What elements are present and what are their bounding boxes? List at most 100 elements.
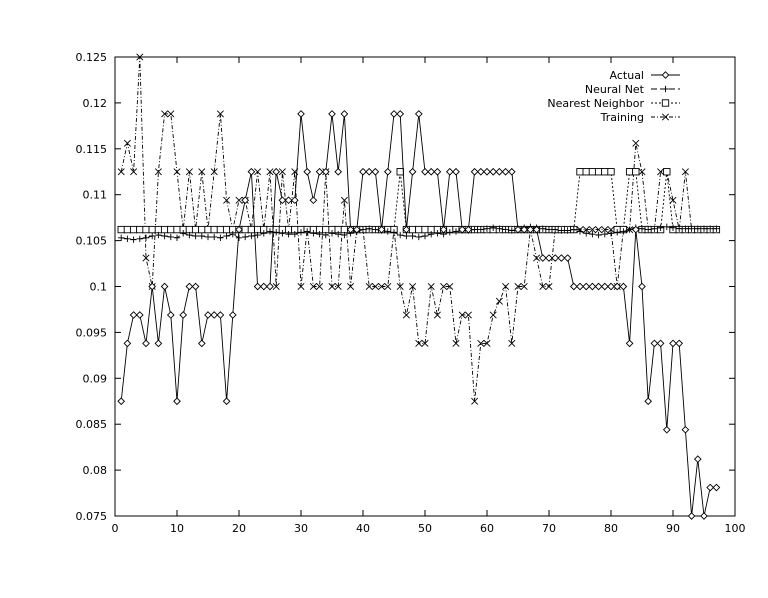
data-point-training (378, 282, 386, 291)
data-point-neural-net (700, 225, 708, 232)
data-point-training (340, 196, 348, 204)
data-point-training (582, 226, 590, 234)
y-tick-label: 0.125 (76, 51, 108, 64)
legend-label: Actual (610, 69, 644, 82)
data-point-training (452, 339, 460, 347)
data-point-training (161, 110, 169, 118)
data-point-actual (278, 196, 287, 205)
data-point-actual (402, 225, 411, 234)
data-point-neural-net (545, 226, 553, 233)
data-point-neural-net (322, 231, 329, 239)
data-point-actual (538, 254, 547, 262)
data-point-actual (445, 167, 454, 176)
data-point-actual (662, 425, 671, 434)
y-tick-label: 0.09 (83, 372, 108, 385)
data-point-training (154, 168, 162, 176)
x-tick-label: 10 (170, 522, 184, 535)
data-point-actual (154, 339, 163, 348)
data-point-training (384, 282, 392, 291)
data-point-neural-net (645, 226, 652, 233)
data-point-actual (607, 282, 615, 291)
data-point-training (328, 282, 336, 291)
data-point-neural-net (384, 228, 391, 235)
data-point-actual (259, 282, 268, 291)
legend-label: Nearest Neighbor (547, 97, 644, 110)
data-point-actual (135, 311, 144, 319)
data-point-actual (160, 282, 169, 291)
data-point-actual (365, 167, 374, 176)
data-point-neural-net (434, 230, 441, 237)
data-point-training (440, 282, 448, 291)
legend-entry-nearest-neighbor: Nearest Neighbor (547, 97, 680, 110)
data-point-actual (228, 311, 237, 319)
data-point-nearest-neighbor (625, 168, 634, 176)
data-point-actual (470, 167, 479, 176)
data-point-training (216, 110, 224, 118)
data-point-actual (638, 282, 646, 291)
x-tick-label: 40 (356, 522, 370, 535)
data-point-neural-net (552, 226, 559, 233)
x-tick-label: 100 (725, 522, 746, 535)
data-point-neural-net (694, 225, 701, 232)
x-tick-label: 90 (666, 522, 680, 535)
data-point-actual (427, 167, 436, 176)
data-point-neural-net (477, 226, 484, 233)
data-point-nearest-neighbor (167, 225, 175, 234)
data-point-actual (656, 339, 665, 348)
data-point-training (421, 339, 429, 347)
data-point-training (539, 282, 547, 291)
data-point-neural-net (310, 230, 317, 237)
data-point-training (477, 339, 485, 347)
data-point-training (433, 311, 441, 319)
data-point-actual (235, 225, 243, 234)
data-point-training (495, 297, 503, 305)
data-point-training (681, 168, 689, 176)
data-point-nearest-neighbor (185, 225, 194, 234)
data-point-neural-net (676, 225, 683, 232)
data-point-actual (576, 282, 584, 291)
x-tick-label: 20 (232, 522, 246, 535)
data-point-neural-net (260, 230, 267, 237)
data-point-actual (631, 225, 640, 234)
data-point-actual (123, 339, 132, 348)
data-point-training (334, 282, 342, 291)
data-point-nearest-neighbor (173, 225, 181, 234)
data-point-training (223, 196, 231, 204)
data-point-actual (594, 282, 603, 291)
data-point-neural-net (149, 232, 156, 240)
data-point-training (483, 339, 491, 347)
data-point-actual (303, 167, 312, 176)
data-point-training (638, 168, 646, 176)
data-point-training (588, 226, 596, 234)
data-point-nearest-neighbor (123, 225, 132, 234)
data-point-actual (297, 110, 305, 118)
data-point-neural-net (421, 232, 429, 240)
data-point-actual (309, 196, 318, 205)
data-point-neural-net (583, 230, 590, 237)
data-point-neural-net (682, 225, 689, 232)
data-point-neural-net (471, 226, 478, 233)
data-point-nearest-neighbor (421, 225, 429, 234)
data-point-neural-net (341, 231, 348, 239)
data-point-neural-net (669, 224, 677, 231)
data-point-nearest-neighbor (191, 225, 200, 234)
data-point-actual (433, 167, 442, 176)
data-point-training (173, 168, 181, 176)
data-point-neural-net (620, 228, 627, 235)
data-point-neural-net (589, 230, 596, 238)
data-point-actual (210, 311, 219, 319)
axes: 0 10 20 30 40 50 60 70 80 90 100 0.075 0.08 0.085 0.09… (76, 51, 746, 535)
data-point-training (136, 53, 144, 61)
data-point-neural-net (570, 226, 577, 233)
data-point-neural-net (638, 225, 646, 232)
data-point-actual (700, 512, 708, 520)
data-point-actual (569, 282, 578, 291)
data-point-neural-net (403, 232, 410, 240)
data-point-actual (458, 225, 467, 234)
data-point-neural-net (397, 231, 404, 239)
data-point-training (272, 282, 280, 291)
data-point-neural-net (304, 228, 311, 235)
data-point-actual (197, 339, 206, 348)
data-point-actual (712, 483, 721, 492)
legend-label: Neural Net (585, 83, 645, 96)
